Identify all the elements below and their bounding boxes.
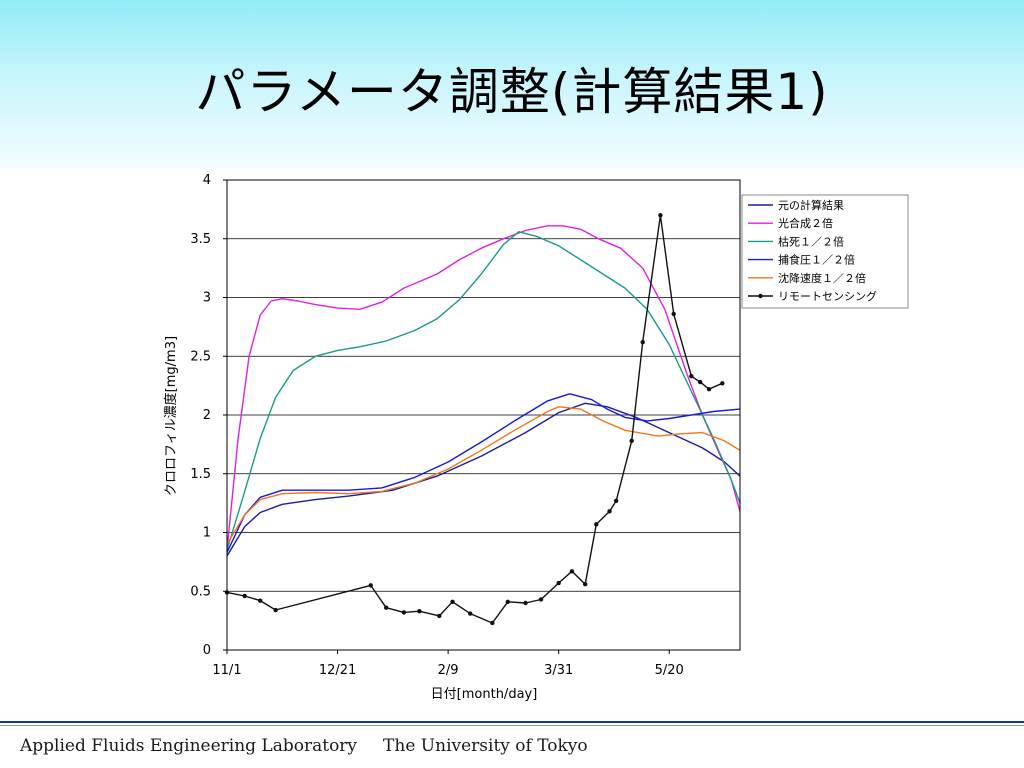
data-point (640, 339, 645, 345)
x-axis-ticks: 11/1 12/21 2/9 3/31 5/20 (212, 650, 684, 678)
data-point (257, 598, 263, 603)
data-point (697, 379, 703, 385)
data-point (273, 607, 278, 613)
data-point (368, 583, 373, 588)
legend: 元の計算結果光合成２倍枯死１／２倍捕食圧１／２倍沈降速度１／２倍リモートセンシン… (741, 194, 909, 309)
title-banner (0, 0, 1024, 168)
footer: Applied Fluids Engineering Laboratory The… (20, 736, 588, 756)
data-point (671, 311, 676, 317)
data-point (468, 611, 473, 616)
data-point (437, 613, 442, 619)
data-point (629, 438, 634, 444)
footer-lab-name: Applied Fluids Engineering Laboratory (20, 736, 358, 756)
footer-rule (0, 721, 1024, 723)
series-line-1 (226, 402, 741, 557)
data-point (658, 213, 663, 218)
x-tick-label: 11/1 (212, 663, 241, 678)
y-tick-label: 3 (203, 291, 211, 306)
series-line-3 (226, 230, 741, 551)
y-tick-label: 3.5 (190, 232, 211, 247)
data-point (384, 605, 389, 610)
chart: 0 0.5 1 1.5 2 2.5 3 3.5 4 11/1 12/21 2/9 3/31 5/20 日… (163, 173, 909, 702)
legend-marker (758, 293, 763, 299)
x-axis-title: 日付[month/day] (431, 687, 538, 702)
y-tick-label: 0 (203, 643, 211, 658)
data-point (523, 600, 528, 606)
data-point (417, 609, 422, 614)
data-point (594, 522, 599, 527)
y-tick-label: 2 (203, 408, 211, 423)
grid-lines (227, 238, 740, 592)
x-tick-label: 3/31 (544, 663, 573, 678)
footer-rule-thin (0, 725, 1024, 726)
legend-label: 沈降速度１／２倍 (778, 271, 866, 285)
data-point (242, 593, 247, 599)
legend-entries: 元の計算結果光合成２倍枯死１／２倍捕食圧１／２倍沈降速度１／２倍リモートセンシン… (748, 198, 877, 303)
legend-label: 捕食圧１／２倍 (778, 253, 855, 267)
x-tick-label: 5/20 (655, 663, 684, 678)
y-axis-title: クロロフィル濃度[mg/m3] (163, 336, 179, 496)
legend-label: 元の計算結果 (778, 198, 844, 212)
x-tick-label: 2/9 (438, 663, 459, 678)
y-axis-ticks: 0 0.5 1 1.5 2 2.5 3 3.5 4 (190, 173, 227, 658)
series-line-4 (226, 393, 741, 553)
y-tick-label: 4 (203, 173, 211, 188)
data-point (607, 509, 612, 514)
legend-label: 枯死１／２倍 (778, 234, 844, 248)
data-point (505, 599, 511, 605)
data-point (689, 374, 694, 379)
series-layer (224, 213, 741, 626)
footer-university: The University of Tokyo (383, 736, 588, 756)
y-tick-label: 1.5 (190, 467, 211, 482)
legend-box (741, 194, 909, 309)
legend-label: 光合成２倍 (778, 216, 833, 230)
y-tick-label: 0.5 (190, 584, 211, 599)
y-tick-label: 1 (203, 526, 211, 541)
data-point (613, 498, 619, 503)
series-line-5 (226, 406, 741, 545)
data-point (556, 580, 561, 586)
data-point (401, 610, 407, 615)
legend-label: リモートセンシング (778, 289, 877, 303)
data-point (450, 599, 455, 605)
data-point (583, 582, 588, 587)
data-point (569, 569, 575, 574)
data-point (706, 386, 712, 392)
slide-title: パラメータ調整(計算結果1) (195, 63, 829, 121)
x-tick-label: 12/21 (319, 663, 356, 678)
data-point (490, 620, 495, 626)
y-tick-label: 2.5 (190, 349, 211, 364)
data-point (720, 381, 725, 386)
data-point (538, 597, 544, 602)
series-line-2 (226, 225, 741, 551)
